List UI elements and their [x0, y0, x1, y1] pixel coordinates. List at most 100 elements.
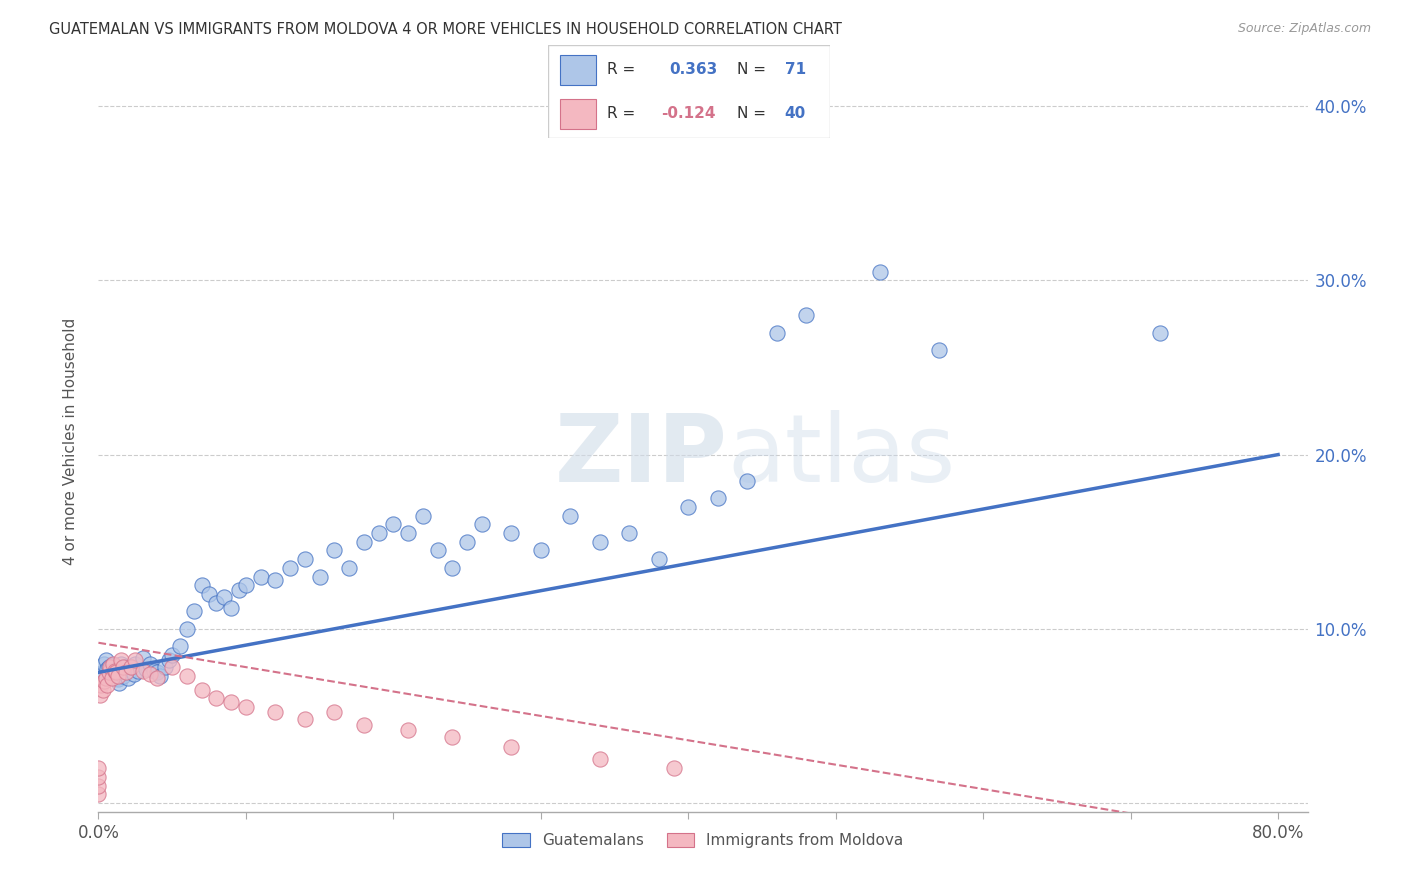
Point — [89, 688, 111, 702]
Point — [87, 761, 110, 775]
Point — [87, 779, 110, 793]
Point — [869, 265, 891, 279]
Point — [323, 706, 346, 720]
Point — [212, 591, 235, 605]
Point — [765, 326, 787, 340]
Point — [294, 552, 316, 566]
Point — [396, 723, 419, 737]
Point — [1149, 326, 1171, 340]
Point — [160, 660, 183, 674]
Text: 40: 40 — [785, 106, 806, 121]
Point — [96, 662, 118, 676]
Text: N =: N = — [737, 106, 766, 121]
Point — [115, 665, 138, 680]
Point — [143, 664, 166, 678]
Point — [157, 653, 180, 667]
Point — [426, 543, 449, 558]
Point — [176, 669, 198, 683]
Point — [108, 675, 131, 690]
Point — [198, 587, 221, 601]
Point — [120, 660, 142, 674]
Point — [530, 543, 553, 558]
Point — [112, 669, 135, 683]
Point — [190, 682, 212, 697]
Point — [560, 508, 582, 523]
Point — [219, 695, 242, 709]
Point — [353, 717, 375, 731]
Point — [153, 660, 176, 674]
Point — [107, 673, 129, 687]
Point — [183, 604, 205, 618]
Point — [441, 561, 464, 575]
Point — [249, 569, 271, 583]
Point — [139, 657, 162, 671]
Point — [294, 712, 316, 726]
Point — [94, 671, 117, 685]
Text: atlas: atlas — [727, 410, 956, 502]
Text: Source: ZipAtlas.com: Source: ZipAtlas.com — [1237, 22, 1371, 36]
Point — [160, 648, 183, 662]
Point — [396, 526, 419, 541]
Text: ZIP: ZIP — [554, 410, 727, 502]
Point — [120, 660, 142, 674]
FancyBboxPatch shape — [548, 45, 830, 138]
Point — [471, 517, 494, 532]
Point — [104, 664, 127, 678]
Point — [93, 674, 115, 689]
Point — [205, 596, 228, 610]
Point — [323, 543, 346, 558]
Point — [87, 787, 110, 801]
Point — [105, 671, 128, 685]
Point — [87, 770, 110, 784]
Point — [100, 671, 122, 685]
Point — [619, 526, 641, 541]
Point — [101, 657, 124, 671]
Point — [101, 664, 124, 678]
Point — [337, 561, 360, 575]
Point — [105, 665, 128, 680]
Point — [205, 691, 228, 706]
Point — [501, 740, 523, 755]
Point — [264, 573, 287, 587]
Point — [706, 491, 728, 505]
Point — [127, 664, 149, 678]
Point — [589, 752, 612, 766]
Point — [91, 665, 114, 680]
Point — [115, 665, 138, 680]
Point — [353, 534, 375, 549]
Point — [219, 601, 242, 615]
Point — [367, 526, 389, 541]
Point — [93, 657, 115, 671]
Point — [190, 578, 212, 592]
Point — [648, 552, 671, 566]
Point — [117, 671, 139, 685]
Point — [122, 667, 145, 681]
Text: R =: R = — [607, 106, 636, 121]
Point — [131, 664, 153, 678]
Point — [97, 660, 120, 674]
Point — [735, 474, 758, 488]
Point — [382, 517, 405, 532]
Point — [146, 665, 169, 680]
Point — [124, 657, 146, 671]
Point — [91, 682, 114, 697]
Point — [278, 561, 301, 575]
Point — [794, 308, 817, 322]
Point — [456, 534, 478, 549]
Point — [107, 669, 129, 683]
Point — [501, 526, 523, 541]
Point — [149, 669, 172, 683]
Point — [264, 706, 287, 720]
Point — [662, 761, 685, 775]
Point — [124, 653, 146, 667]
Text: -0.124: -0.124 — [661, 106, 716, 121]
Point — [110, 657, 132, 671]
Point — [235, 578, 257, 592]
Text: 0.363: 0.363 — [669, 62, 717, 78]
Point — [131, 651, 153, 665]
Point — [104, 667, 127, 681]
Point — [139, 667, 162, 681]
Point — [90, 677, 112, 691]
Point — [96, 677, 118, 691]
Point — [98, 660, 121, 674]
